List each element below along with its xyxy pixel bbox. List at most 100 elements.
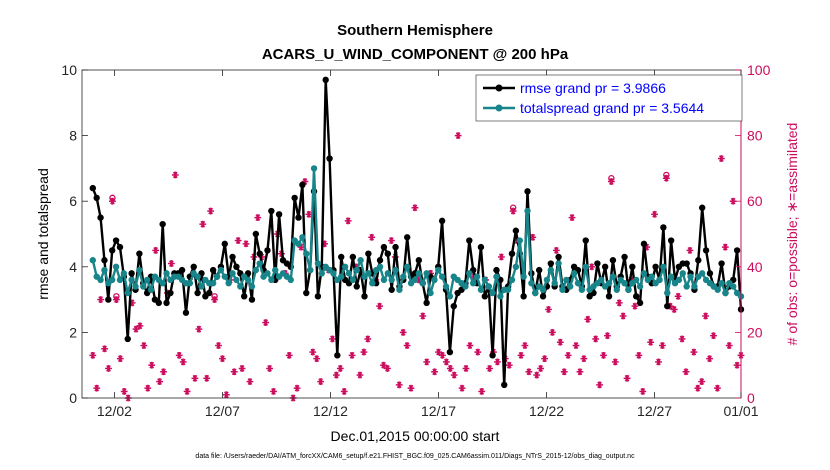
assimilated-marker xyxy=(112,296,120,304)
totalspread-point xyxy=(481,276,489,284)
assimilated-marker xyxy=(317,378,325,386)
rmse-point xyxy=(136,250,143,257)
rmse-point xyxy=(109,247,116,254)
assimilated-marker xyxy=(395,381,403,389)
totalspread-point xyxy=(598,276,605,284)
x-axis-label: Dec.01,2015 00:00:00 start xyxy=(331,428,500,444)
assimilated-marker xyxy=(356,371,364,379)
assimilated-marker xyxy=(148,361,156,369)
rmse-point xyxy=(539,293,547,300)
assimilated-marker xyxy=(183,388,191,395)
assimilated-marker xyxy=(191,374,199,382)
totalspread-point xyxy=(248,283,256,290)
totalspread-point xyxy=(112,263,120,270)
totalspread-point xyxy=(567,283,574,290)
rmse-point xyxy=(240,293,248,300)
rmse-point xyxy=(415,257,423,264)
totalspread-point xyxy=(636,283,644,290)
assimilated-marker xyxy=(313,355,321,363)
totalspread-point xyxy=(497,293,504,300)
totalspread-point xyxy=(469,280,477,287)
assimilated-marker xyxy=(651,210,658,218)
totalspread-point xyxy=(675,276,683,284)
totalspread-point xyxy=(625,286,632,293)
assimilated-marker xyxy=(144,384,152,392)
assimilated-marker xyxy=(423,358,431,366)
assimilated-marker xyxy=(706,355,713,363)
assimilated-marker xyxy=(596,381,603,389)
totalspread-point xyxy=(605,280,613,287)
rmse-point xyxy=(621,253,628,261)
assimilated-marker xyxy=(611,358,619,366)
assimilated-marker xyxy=(242,240,250,248)
assimilated-marker xyxy=(171,171,179,179)
assimilated-marker xyxy=(175,351,183,359)
assimilated-marker xyxy=(623,374,631,382)
totalspread-point xyxy=(466,270,473,277)
assimilated-marker xyxy=(682,368,690,376)
assimilated-marker xyxy=(631,302,639,310)
assimilated-marker xyxy=(431,368,438,376)
totalspread-point xyxy=(384,270,391,277)
totalspread-point xyxy=(435,266,442,274)
assimilated-marker xyxy=(698,378,706,386)
assimilated-marker xyxy=(332,371,340,379)
totalspread-point xyxy=(295,240,302,248)
rmse-point xyxy=(609,257,617,264)
assimilated-marker xyxy=(552,246,560,254)
assimilated-marker xyxy=(494,358,501,366)
totalspread-point xyxy=(664,289,671,297)
assimilated-marker xyxy=(116,355,124,363)
totalspread-point xyxy=(718,280,725,287)
rmse-point xyxy=(695,257,702,264)
assimilated-marker xyxy=(486,365,493,372)
assimilated-marker xyxy=(203,374,211,382)
totalspread-point xyxy=(194,273,201,280)
x-tick-label: 12/17 xyxy=(421,403,456,419)
assimilated-marker xyxy=(230,368,238,376)
assimilated-marker xyxy=(576,368,584,376)
totalspread-point xyxy=(244,276,252,284)
assimilated-marker xyxy=(309,348,317,356)
totalspread-point xyxy=(376,263,384,270)
totalspread-point xyxy=(438,273,446,280)
totalspread-point xyxy=(159,280,166,287)
legend-marker-totalspread xyxy=(495,104,503,112)
rmse-point xyxy=(403,234,411,241)
rmse-point xyxy=(190,263,197,270)
assimilated-marker xyxy=(120,388,128,395)
rmse-point xyxy=(93,194,100,202)
y-tick-label-right: 100 xyxy=(747,62,771,78)
totalspread-point xyxy=(504,286,512,293)
totalspread-point xyxy=(609,273,617,280)
x-tick-label: 01/01 xyxy=(723,403,758,419)
rmse-point xyxy=(112,237,120,244)
assimilated-marker xyxy=(238,365,246,372)
assimilated-marker xyxy=(521,342,529,349)
assimilated-marker xyxy=(474,348,482,356)
assimilated-marker xyxy=(690,348,698,356)
totalspread-point xyxy=(143,276,151,284)
assimilated-marker xyxy=(336,365,344,372)
assimilated-marker xyxy=(101,345,108,353)
rmse-point xyxy=(664,302,671,310)
totalspread-point xyxy=(520,273,527,280)
rmse-point xyxy=(97,214,104,221)
rmse-point xyxy=(438,217,446,225)
assimilated-marker xyxy=(156,378,163,386)
totalspread-point xyxy=(369,280,376,287)
totalspread-point xyxy=(524,207,531,215)
assimilated-marker xyxy=(647,338,655,346)
assimilated-marker xyxy=(179,358,187,366)
assimilated-marker xyxy=(702,312,710,320)
totalspread-point xyxy=(691,283,698,290)
x-tick-label: 12/12 xyxy=(313,403,348,419)
assimilated-marker xyxy=(717,155,725,162)
assimilated-marker xyxy=(266,365,273,372)
assimilated-marker xyxy=(97,296,105,304)
assimilated-marker xyxy=(607,178,615,185)
rmse-point xyxy=(314,293,322,300)
totalspread-point xyxy=(318,270,326,277)
assimilated-marker xyxy=(360,348,368,356)
totalspread-point xyxy=(128,276,135,284)
